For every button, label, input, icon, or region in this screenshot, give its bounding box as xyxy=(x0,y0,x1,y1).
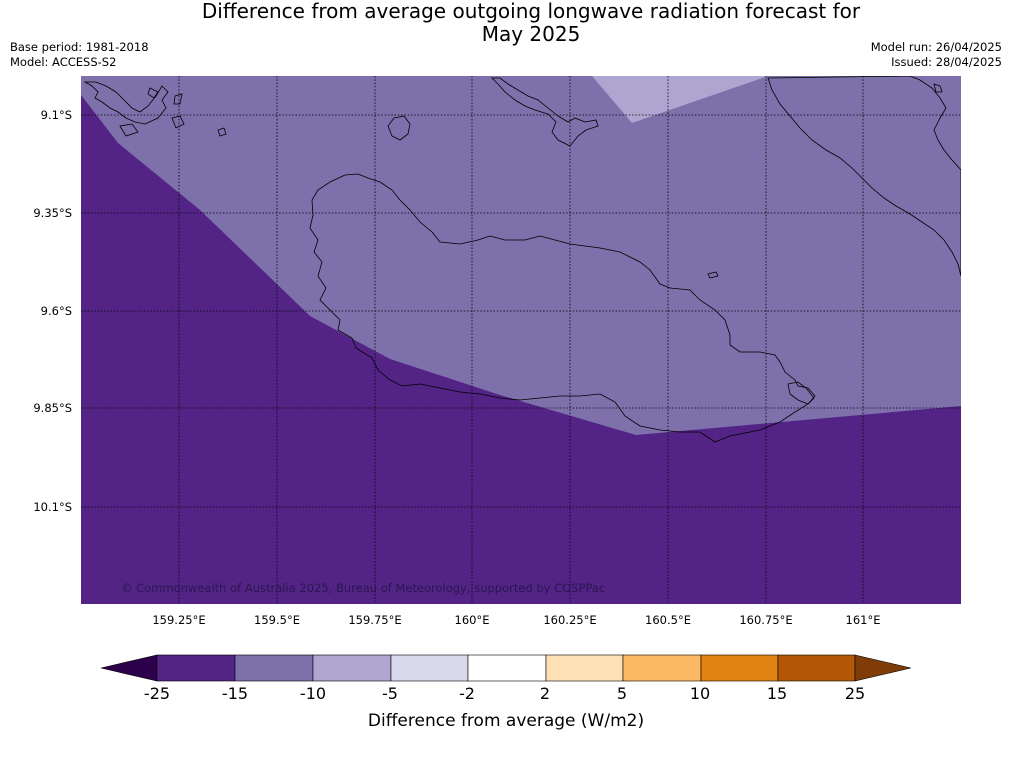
map-title: Difference from average outgoing longwav… xyxy=(0,0,1011,46)
meta-left: Base period: 1981-2018 Model: ACCESS-S2 xyxy=(10,40,149,70)
anomaly-region-dark xyxy=(81,95,961,604)
lat-labels: 9.1°S 9.35°S 9.6°S 9.85°S 10.1°S xyxy=(33,108,72,514)
lat-label: 9.1°S xyxy=(41,108,72,122)
colorbar-segment xyxy=(467,654,547,682)
lat-label: 9.85°S xyxy=(33,401,72,415)
colorbar-segment xyxy=(390,654,469,682)
colorbar-tick-label: 10 xyxy=(690,684,710,703)
coastline-malaita xyxy=(767,76,961,277)
lon-label: 159.75°E xyxy=(348,613,401,627)
lon-label: 159.25°E xyxy=(152,613,205,627)
colorbar: -25 -15 -10 -5 -2 2 5 10 15 25 Differenc… xyxy=(100,654,912,731)
colorbar-segment xyxy=(622,654,702,682)
colorbar-tick-label: 2 xyxy=(540,684,550,703)
copyright-text: © Commonwealth of Australia 2025, Bureau… xyxy=(121,581,605,595)
colorbar-extend-high xyxy=(854,654,912,682)
coastline-savo xyxy=(387,115,411,141)
issued-text: Issued: 28/04/2025 xyxy=(891,55,1002,69)
colorbar-tick-label: -15 xyxy=(222,684,248,703)
lat-label: 9.35°S xyxy=(33,206,72,220)
base-period-text: Base period: 1981-2018 xyxy=(10,40,149,54)
colorbar-segment xyxy=(156,654,236,682)
coastline-nw-islet-3 xyxy=(171,115,185,129)
colorbar-segment xyxy=(777,654,856,682)
colorbar-tick-label: -2 xyxy=(459,684,475,703)
colorbar-segment xyxy=(700,654,779,682)
coastlines xyxy=(83,76,961,443)
colorbar-tick-label: 15 xyxy=(767,684,787,703)
colorbar-segment xyxy=(234,654,314,682)
coastline-florida xyxy=(491,77,599,147)
graticule xyxy=(81,76,961,604)
colorbar-segment xyxy=(545,654,624,682)
anomaly-region-light xyxy=(592,76,768,123)
lon-label: 160.75°E xyxy=(739,613,792,627)
coastline-nw-islet-5 xyxy=(217,127,227,137)
coastline-east-islet xyxy=(707,271,719,279)
model-text: Model: ACCESS-S2 xyxy=(10,55,117,69)
lon-label: 160°E xyxy=(455,613,490,627)
coastline-nw-islet-1 xyxy=(147,87,159,99)
colorbar-tick-label: 5 xyxy=(617,684,627,703)
lon-labels: 159.25°E 159.5°E 159.75°E 160°E 160.25°E… xyxy=(152,613,880,627)
colorbar-tick-label: -10 xyxy=(300,684,326,703)
map-panel: © Commonwealth of Australia 2025, Bureau… xyxy=(81,76,961,604)
coastline-guadalcanal xyxy=(309,173,816,443)
lat-label: 9.6°S xyxy=(41,304,72,318)
title-line-2: May 2025 xyxy=(481,22,581,46)
coastline-malaita-islet xyxy=(933,83,943,93)
colorbar-ticks: -25 -15 -10 -5 -2 2 5 10 15 25 xyxy=(144,684,865,703)
colorbar-tick-label: -5 xyxy=(382,684,398,703)
coastline-nw-islet-2 xyxy=(173,93,183,105)
coastline-nw-islands xyxy=(83,81,169,125)
lon-label: 161°E xyxy=(846,613,881,627)
coastline-nw-islet-4 xyxy=(119,123,139,137)
colorbar-tick-label: 25 xyxy=(845,684,865,703)
colorbar-segment xyxy=(312,654,392,682)
colorbar-title: Difference from average (W/m2) xyxy=(368,711,644,731)
lat-label: 10.1°S xyxy=(33,500,72,514)
lon-label: 160.5°E xyxy=(645,613,691,627)
lon-label: 160.25°E xyxy=(543,613,596,627)
coastline-se-islet xyxy=(787,381,815,405)
lon-label: 159.5°E xyxy=(254,613,300,627)
colorbar-extend-low xyxy=(100,654,158,682)
title-line-1: Difference from average outgoing longwav… xyxy=(201,0,861,23)
meta-right: Model run: 26/04/2025 Issued: 28/04/2025 xyxy=(871,40,1002,70)
colorbar-tick-label: -25 xyxy=(144,684,170,703)
model-run-text: Model run: 26/04/2025 xyxy=(870,40,1002,54)
